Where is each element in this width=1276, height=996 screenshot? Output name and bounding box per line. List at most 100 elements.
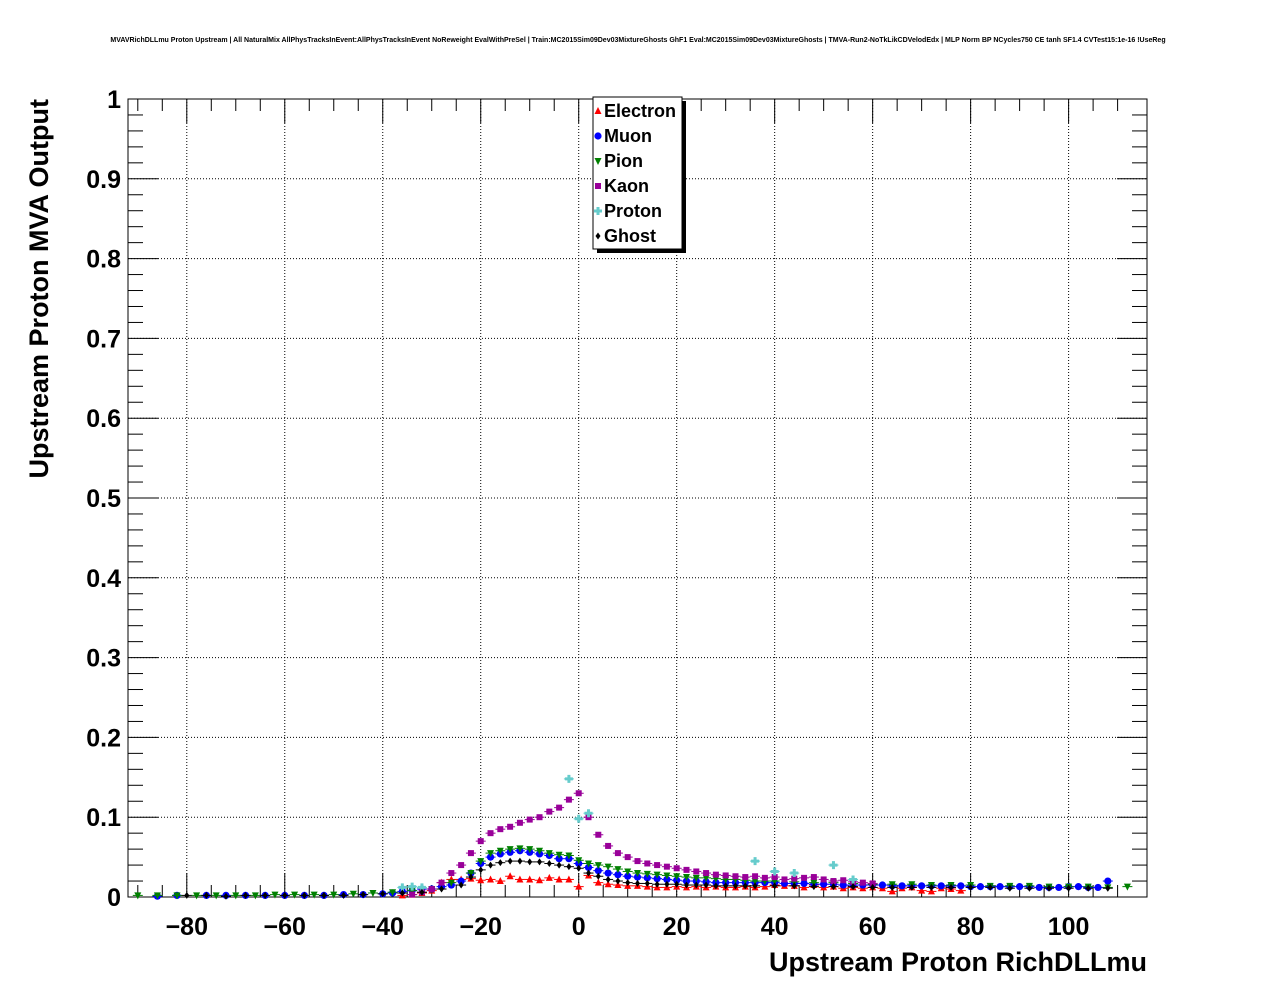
data-point-proton [770, 867, 779, 876]
data-point-ghost [517, 857, 523, 865]
data-point-ghost [566, 863, 572, 871]
x-tick-label: 40 [761, 913, 789, 941]
data-point-pion [692, 874, 700, 882]
data-point-kaon [595, 831, 602, 838]
data-point-ghost [556, 861, 562, 869]
data-point-kaon [712, 871, 719, 878]
data-point-kaon [663, 863, 670, 870]
data-point-ghost [468, 873, 474, 881]
data-point-kaon [409, 891, 416, 898]
x-tick-label: 0 [572, 913, 586, 941]
data-point-pion [349, 890, 357, 898]
data-point-pion [271, 891, 279, 899]
data-point-muon [1055, 883, 1063, 892]
data-point-ghost [399, 889, 405, 897]
data-point-pion [1123, 883, 1131, 891]
data-point-pion [653, 871, 661, 879]
data-point-muon [976, 883, 985, 891]
data-point-kaon [673, 865, 680, 872]
data-point-kaon [693, 868, 700, 875]
x-tick-label: 80 [957, 913, 985, 941]
data-points [132, 774, 1133, 900]
data-point-proton [584, 809, 593, 818]
data-point-kaon [810, 874, 817, 881]
data-point-pion [604, 863, 612, 871]
data-point-pion [477, 858, 485, 866]
legend-marker-muon [594, 132, 602, 140]
data-point-ghost [909, 883, 915, 891]
data-point-ghost [478, 866, 484, 874]
data-point-kaon [869, 880, 876, 887]
data-point-pion [173, 892, 181, 900]
data-point-ghost [223, 892, 229, 900]
data-point-kaon [614, 850, 621, 857]
data-point-pion [702, 874, 710, 882]
data-point-electron [506, 872, 514, 880]
legend-label-muon: Muon [604, 126, 652, 146]
data-point-kaon [428, 886, 435, 893]
data-point-pion [594, 862, 602, 870]
data-point-muon [1016, 883, 1024, 891]
grid [128, 99, 1147, 897]
data-point-kaon [683, 866, 690, 873]
data-point-electron [496, 877, 504, 885]
legend-marker-proton [594, 207, 602, 215]
data-point-pion [153, 892, 161, 900]
data-point-kaon [516, 819, 523, 826]
data-point-pion [575, 857, 583, 865]
data-point-electron [526, 875, 534, 883]
data-point-pion [369, 890, 377, 898]
y-tick-label: 0.1 [86, 804, 121, 832]
data-point-kaon [497, 826, 504, 833]
data-point-ghost [889, 883, 895, 891]
data-point-muon [1035, 883, 1043, 892]
data-point-ghost [537, 858, 543, 866]
data-point-muon [1074, 883, 1083, 891]
legend-marker-pion [594, 158, 602, 165]
data-point-ghost [184, 891, 190, 899]
data-point-ghost [772, 882, 778, 890]
series-kaon [407, 790, 878, 898]
data-point-muon [604, 869, 612, 877]
data-point-ghost [987, 883, 993, 891]
data-point-muon [957, 882, 965, 890]
data-point-electron [918, 886, 926, 894]
data-point-kaon [605, 842, 612, 849]
data-point-ghost [243, 891, 249, 899]
data-point-kaon [624, 854, 631, 861]
data-point-ghost [282, 891, 288, 899]
data-point-pion [643, 870, 651, 878]
data-point-muon [1094, 883, 1102, 892]
data-point-muon [1104, 877, 1112, 885]
x-tick-label: 20 [663, 913, 691, 941]
data-point-ghost [546, 859, 552, 867]
data-point-kaon [546, 808, 553, 815]
data-point-muon [614, 871, 622, 879]
data-point-kaon [556, 804, 563, 811]
data-point-muon [996, 883, 1004, 891]
data-point-ghost [301, 891, 307, 899]
data-point-pion [536, 847, 544, 855]
data-point-pion [634, 870, 641, 878]
data-point-electron [516, 875, 524, 883]
data-point-electron [594, 878, 602, 886]
data-point-kaon [507, 823, 514, 830]
data-point-ghost [683, 881, 689, 889]
y-tick-label: 0.7 [86, 325, 121, 353]
data-point-pion [251, 892, 259, 900]
data-point-kaon [526, 816, 533, 823]
data-point-ghost [595, 872, 601, 880]
legend-label-electron: Electron [604, 101, 676, 121]
data-point-kaon [477, 838, 484, 845]
data-point-ghost [321, 891, 327, 899]
x-tick-label: −40 [362, 913, 404, 941]
y-tick-label: 0.3 [86, 645, 121, 673]
data-point-kaon [781, 876, 788, 883]
data-point-pion [212, 892, 220, 900]
data-point-pion [663, 872, 671, 880]
legend-label-ghost: Ghost [604, 226, 656, 246]
legend-marker-electron [594, 107, 602, 114]
data-point-pion [232, 892, 240, 900]
data-point-kaon [859, 879, 866, 886]
data-point-ghost [527, 858, 533, 866]
